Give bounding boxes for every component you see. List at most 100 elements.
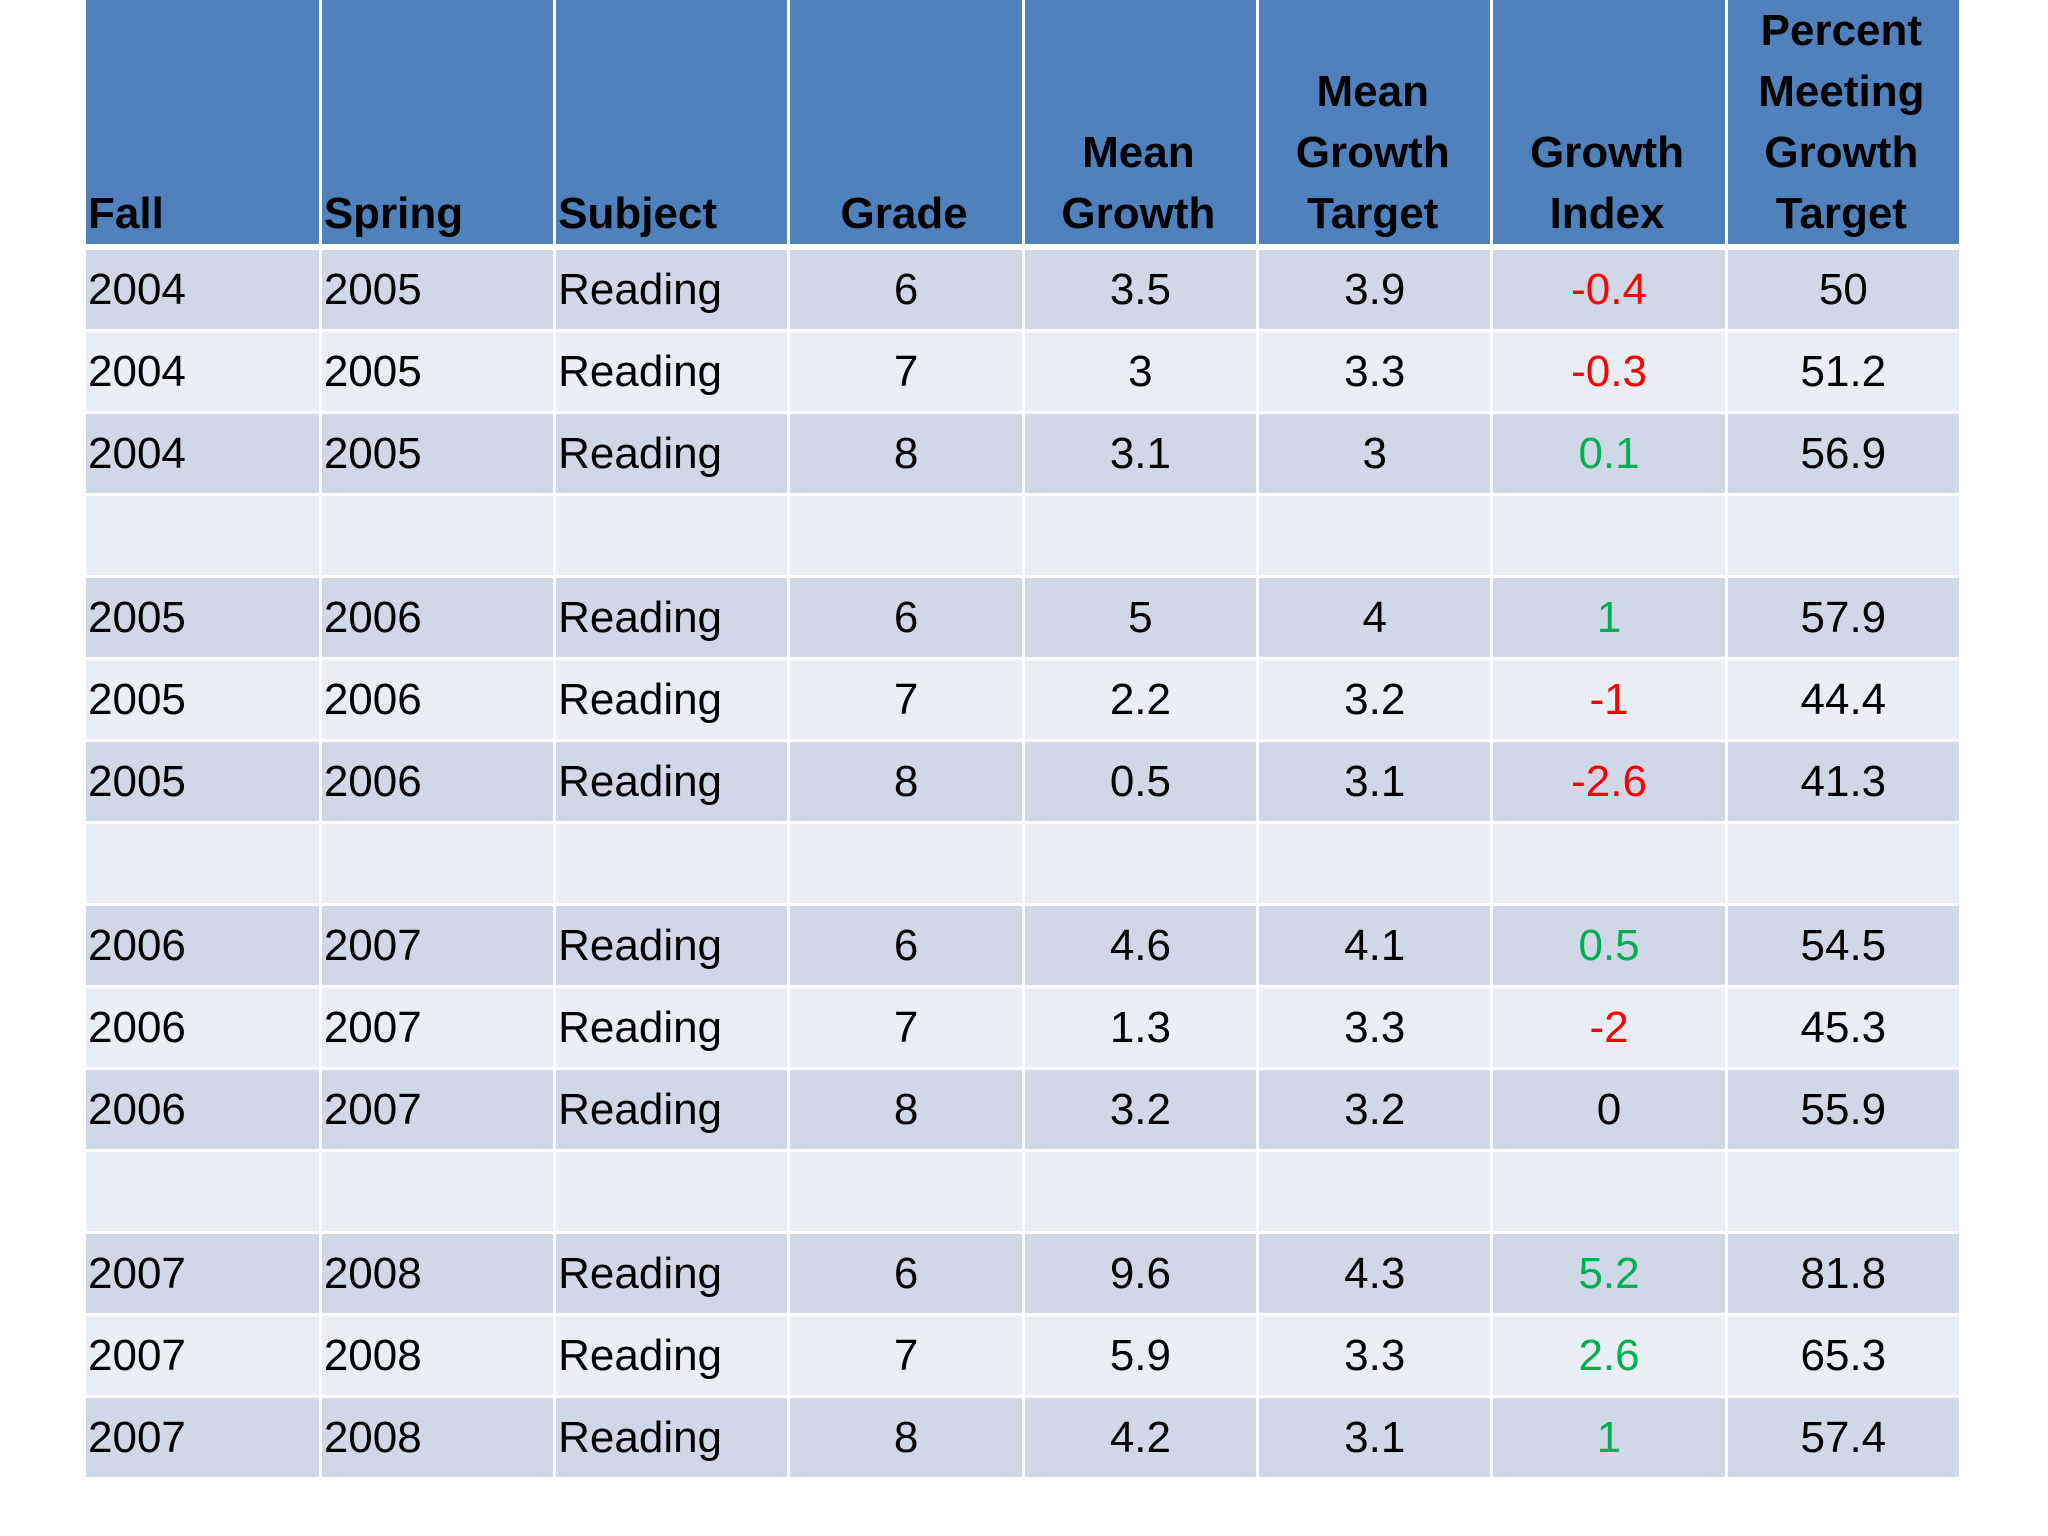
data-row: 2004 2005 Reading 7 3 3.3 -0.3 51.2 bbox=[86, 330, 1963, 414]
cell: 3 bbox=[1021, 330, 1260, 414]
cell: 51.2 bbox=[1724, 330, 1963, 414]
cell: 0.5 bbox=[1490, 904, 1728, 988]
cell: 2005 bbox=[86, 740, 322, 824]
empty-cell bbox=[787, 822, 1025, 906]
cell: 2007 bbox=[318, 1068, 557, 1152]
cell: 2006 bbox=[86, 1068, 322, 1152]
empty-cell bbox=[1021, 494, 1260, 578]
cell: Reading bbox=[553, 1068, 791, 1152]
column-header: Mean Growth bbox=[1021, 0, 1260, 250]
column-header: Grade bbox=[787, 0, 1025, 250]
empty-cell bbox=[1021, 822, 1260, 906]
cell: -0.3 bbox=[1490, 330, 1728, 414]
cell: 2006 bbox=[318, 576, 557, 660]
data-row: 2005 2006 Reading 6 5 4 1 57.9 bbox=[86, 576, 1963, 660]
column-header: Subject bbox=[553, 0, 791, 250]
cell: 0 bbox=[1490, 1068, 1728, 1152]
cell: 6 bbox=[787, 904, 1025, 988]
empty-cell bbox=[1724, 1150, 1963, 1234]
empty-cell bbox=[1490, 1150, 1728, 1234]
growth-table: Fall Spring Subject Grade Mean Growth Mean Gr… bbox=[86, 0, 1963, 1480]
cell: 2005 bbox=[318, 412, 557, 496]
cell: Reading bbox=[553, 412, 791, 496]
cell: 3 bbox=[1256, 412, 1494, 496]
cell: 4.6 bbox=[1021, 904, 1260, 988]
header-row: Fall Spring Subject Grade Mean Growth Mean Gr… bbox=[86, 0, 1963, 250]
data-row: 2006 2007 Reading 7 1.3 3.3 -2 45.3 bbox=[86, 986, 1963, 1070]
cell: 81.8 bbox=[1724, 1232, 1963, 1316]
cell: 41.3 bbox=[1724, 740, 1963, 824]
table-body: 2004 2005 Reading 6 3.5 3.9 -0.4 50 2004 2005 Read… bbox=[86, 247, 1963, 1480]
cell: 9.6 bbox=[1021, 1232, 1260, 1316]
cell: 8 bbox=[787, 1068, 1025, 1152]
cell: 2005 bbox=[86, 658, 322, 742]
empty-cell bbox=[1256, 494, 1494, 578]
data-row: 2007 2008 Reading 7 5.9 3.3 2.6 65.3 bbox=[86, 1314, 1963, 1398]
cell: 3.2 bbox=[1256, 658, 1494, 742]
data-row: 2004 2005 Reading 8 3.1 3 0.1 56.9 bbox=[86, 412, 1963, 496]
cell: -1 bbox=[1490, 658, 1728, 742]
empty-cell bbox=[86, 1150, 322, 1234]
cell: 2008 bbox=[318, 1232, 557, 1316]
cell: 56.9 bbox=[1724, 412, 1963, 496]
empty-cell bbox=[86, 822, 322, 906]
data-row: 2005 2006 Reading 8 0.5 3.1 -2.6 41.3 bbox=[86, 740, 1963, 824]
cell: 2004 bbox=[86, 412, 322, 496]
cell: 1.3 bbox=[1021, 986, 1260, 1070]
empty-cell bbox=[86, 494, 322, 578]
cell: 3.1 bbox=[1256, 740, 1494, 824]
cell: 4.2 bbox=[1021, 1396, 1260, 1480]
cell: 2006 bbox=[318, 740, 557, 824]
cell: Reading bbox=[553, 740, 791, 824]
cell: 1 bbox=[1490, 576, 1728, 660]
empty-cell bbox=[1256, 822, 1494, 906]
cell: 8 bbox=[787, 1396, 1025, 1480]
cell: 6 bbox=[787, 576, 1025, 660]
cell: 7 bbox=[787, 658, 1025, 742]
cell: Reading bbox=[553, 986, 791, 1070]
cell: 57.4 bbox=[1724, 1396, 1963, 1480]
cell: 2.2 bbox=[1021, 658, 1260, 742]
cell: 57.9 bbox=[1724, 576, 1963, 660]
cell: Reading bbox=[553, 904, 791, 988]
empty-cell bbox=[1724, 494, 1963, 578]
empty-cell bbox=[318, 822, 557, 906]
column-header: Spring bbox=[318, 0, 557, 250]
empty-cell bbox=[553, 1150, 791, 1234]
cell: 2005 bbox=[86, 576, 322, 660]
cell: -2 bbox=[1490, 986, 1728, 1070]
empty-cell bbox=[787, 494, 1025, 578]
cell: 2007 bbox=[318, 904, 557, 988]
empty-cell bbox=[1490, 822, 1728, 906]
empty-cell bbox=[1021, 1150, 1260, 1234]
cell: Reading bbox=[553, 1396, 791, 1480]
empty-cell bbox=[1490, 494, 1728, 578]
cell: 65.3 bbox=[1724, 1314, 1963, 1398]
cell: 3.9 bbox=[1256, 247, 1494, 332]
cell: 1 bbox=[1490, 1396, 1728, 1480]
cell: Reading bbox=[553, 1232, 791, 1316]
data-row: 2007 2008 Reading 8 4.2 3.1 1 57.4 bbox=[86, 1396, 1963, 1480]
cell: 3.5 bbox=[1021, 247, 1260, 332]
cell: 2007 bbox=[86, 1314, 322, 1398]
empty-cell bbox=[787, 1150, 1025, 1234]
cell: 7 bbox=[787, 1314, 1025, 1398]
cell: 8 bbox=[787, 740, 1025, 824]
cell: Reading bbox=[553, 247, 791, 332]
cell: 4.1 bbox=[1256, 904, 1494, 988]
cell: 2004 bbox=[86, 247, 322, 332]
cell: 7 bbox=[787, 986, 1025, 1070]
cell: 54.5 bbox=[1724, 904, 1963, 988]
cell: 3.3 bbox=[1256, 986, 1494, 1070]
cell: 5.2 bbox=[1490, 1232, 1728, 1316]
empty-cell bbox=[553, 494, 791, 578]
cell: 3.3 bbox=[1256, 330, 1494, 414]
cell: 50 bbox=[1724, 247, 1963, 332]
empty-cell bbox=[553, 822, 791, 906]
data-row: 2005 2006 Reading 7 2.2 3.2 -1 44.4 bbox=[86, 658, 1963, 742]
cell: 55.9 bbox=[1724, 1068, 1963, 1152]
cell: 2005 bbox=[318, 330, 557, 414]
cell: 4 bbox=[1256, 576, 1494, 660]
cell: 0.5 bbox=[1021, 740, 1260, 824]
cell: -2.6 bbox=[1490, 740, 1728, 824]
